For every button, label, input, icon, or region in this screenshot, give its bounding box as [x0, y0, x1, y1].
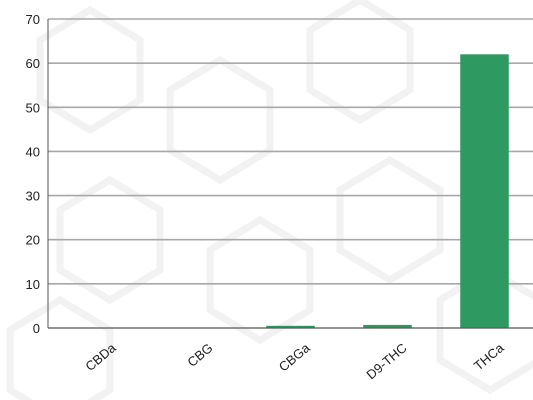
y-tick-label: 50 [26, 100, 40, 115]
grid-lines [48, 18, 533, 329]
x-axis-category-labels: CBDa CBG CBGa D9-THC THCa [82, 340, 507, 383]
x-category-label: CBGa [276, 340, 313, 375]
y-tick-label: 30 [26, 189, 40, 204]
y-tick-label: 0 [33, 321, 40, 336]
x-category-label: THCa [471, 340, 507, 374]
y-tick-label: 10 [26, 277, 40, 292]
bars [266, 54, 509, 329]
bar-thca[interactable] [460, 54, 509, 329]
y-tick-label: 20 [26, 233, 40, 248]
bar-cbga[interactable] [266, 325, 315, 328]
y-tick-label: 40 [26, 144, 40, 159]
bar-d9-thc[interactable] [363, 324, 412, 328]
y-axis-tick-labels: 0 10 20 30 40 50 60 70 [26, 12, 40, 336]
y-tick-label: 70 [26, 12, 40, 27]
x-category-label: CBDa [82, 340, 119, 374]
x-category-label: CBG [184, 340, 215, 370]
y-tick-label: 60 [26, 56, 40, 71]
x-category-label: D9-THC [363, 340, 409, 382]
